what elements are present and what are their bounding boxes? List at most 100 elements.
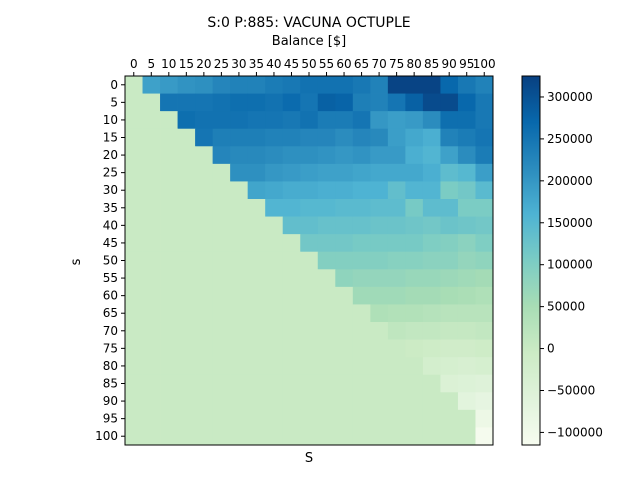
heatmap-cell bbox=[247, 251, 266, 270]
heatmap-cell bbox=[282, 304, 301, 323]
heatmap-cell bbox=[440, 357, 459, 376]
heatmap-cell bbox=[142, 374, 161, 393]
x-tick-label: 85 bbox=[424, 57, 439, 71]
heatmap-cell bbox=[387, 163, 406, 182]
heatmap-cell bbox=[475, 76, 494, 94]
heatmap-cell bbox=[405, 128, 424, 147]
heatmap-cell bbox=[457, 269, 476, 288]
heatmap-cell bbox=[352, 163, 371, 182]
heatmap-cell bbox=[230, 427, 249, 446]
heatmap-cell bbox=[440, 234, 459, 253]
heatmap-cell bbox=[457, 199, 476, 217]
heatmap-cell bbox=[475, 199, 494, 217]
heatmap-cell bbox=[335, 322, 354, 340]
heatmap-cell bbox=[317, 93, 336, 112]
heatmap-cell bbox=[405, 304, 424, 323]
heatmap-cell bbox=[177, 357, 196, 376]
heatmap-cell bbox=[212, 392, 231, 411]
heatmap-cell bbox=[370, 251, 389, 270]
heatmap-cell bbox=[457, 216, 476, 235]
heatmap-cell bbox=[335, 427, 354, 446]
heatmap-cell bbox=[475, 181, 494, 200]
heatmap-cell bbox=[160, 93, 178, 112]
heatmap-cell bbox=[457, 181, 476, 200]
heatmap-cell bbox=[195, 111, 214, 130]
heatmap-cell bbox=[440, 269, 459, 288]
heatmap-cell bbox=[335, 374, 354, 393]
heatmap-cell bbox=[405, 339, 424, 358]
heatmap-cell bbox=[422, 409, 441, 428]
heatmap-cell bbox=[160, 357, 178, 376]
y-tick-label: 20 bbox=[103, 148, 118, 162]
x-tick-label: 30 bbox=[231, 57, 246, 71]
heatmap-cell bbox=[317, 409, 336, 428]
colorbar bbox=[521, 75, 541, 446]
heatmap-cell bbox=[212, 251, 231, 270]
heatmap-cell bbox=[335, 146, 354, 165]
heatmap-cell bbox=[300, 286, 319, 305]
heatmap-cell bbox=[160, 163, 178, 182]
heatmap-cell bbox=[352, 234, 371, 253]
heatmap-cell bbox=[282, 409, 301, 428]
heatmap-cell bbox=[352, 181, 371, 200]
heatmap-cell bbox=[335, 392, 354, 411]
heatmap-cell bbox=[212, 76, 231, 94]
y-tick-label: 70 bbox=[103, 324, 118, 338]
heatmap-cell bbox=[335, 216, 354, 235]
heatmap-cell bbox=[317, 251, 336, 270]
heatmap-cell bbox=[142, 304, 161, 323]
heatmap-cell bbox=[125, 216, 143, 235]
heatmap-cell bbox=[282, 181, 301, 200]
heatmap-cell bbox=[422, 322, 441, 340]
heatmap-cell bbox=[475, 163, 494, 182]
heatmap-cell bbox=[160, 181, 178, 200]
heatmap-cell bbox=[352, 216, 371, 235]
heatmap-cell bbox=[195, 93, 214, 112]
heatmap-cell bbox=[212, 111, 231, 130]
heatmap-cell bbox=[247, 427, 266, 446]
heatmap-cell bbox=[335, 199, 354, 217]
heatmap-cell bbox=[212, 93, 231, 112]
heatmap-cell bbox=[475, 409, 494, 428]
heatmap-cell bbox=[195, 304, 214, 323]
heatmap-cell bbox=[317, 322, 336, 340]
heatmap-cell bbox=[335, 234, 354, 253]
heatmap-cell bbox=[387, 286, 406, 305]
x-tick-label: 20 bbox=[196, 57, 211, 71]
x-tick-label: 15 bbox=[179, 57, 194, 71]
heatmap-cell bbox=[405, 199, 424, 217]
heatmap-cell bbox=[370, 427, 389, 446]
heatmap-cell bbox=[300, 163, 319, 182]
heatmap-cell bbox=[475, 427, 494, 446]
heatmap-cell bbox=[317, 357, 336, 376]
heatmap-cell bbox=[247, 76, 266, 94]
heatmap-cell bbox=[230, 199, 249, 217]
heatmap-cell bbox=[230, 374, 249, 393]
heatmap-cell bbox=[405, 286, 424, 305]
x-tick-label: 100 bbox=[473, 57, 496, 71]
heatmap-cell bbox=[247, 93, 266, 112]
heatmap-cell bbox=[195, 251, 214, 270]
heatmap-cell bbox=[195, 339, 214, 358]
heatmap-cell bbox=[247, 216, 266, 235]
heatmap-cell bbox=[387, 427, 406, 446]
heatmap-cell bbox=[475, 128, 494, 147]
y-tick-label: 100 bbox=[95, 429, 118, 443]
heatmap-cell bbox=[352, 409, 371, 428]
heatmap-cell bbox=[125, 392, 143, 411]
heatmap-cell bbox=[457, 286, 476, 305]
y-tick-label: 40 bbox=[103, 218, 118, 232]
x-tick-label: 65 bbox=[354, 57, 369, 71]
heatmap-cell bbox=[177, 427, 196, 446]
heatmap-cell bbox=[457, 251, 476, 270]
heatmap-cell bbox=[177, 286, 196, 305]
heatmap-cell bbox=[317, 163, 336, 182]
y-tick-label: 80 bbox=[103, 359, 118, 373]
colorbar-tick-label: −50000 bbox=[547, 383, 595, 397]
heatmap-cell bbox=[247, 357, 266, 376]
heatmap-cell bbox=[300, 304, 319, 323]
heatmap-cell bbox=[247, 322, 266, 340]
heatmap-cell bbox=[282, 146, 301, 165]
heatmap-cell bbox=[300, 76, 319, 94]
heatmap-cell bbox=[370, 269, 389, 288]
